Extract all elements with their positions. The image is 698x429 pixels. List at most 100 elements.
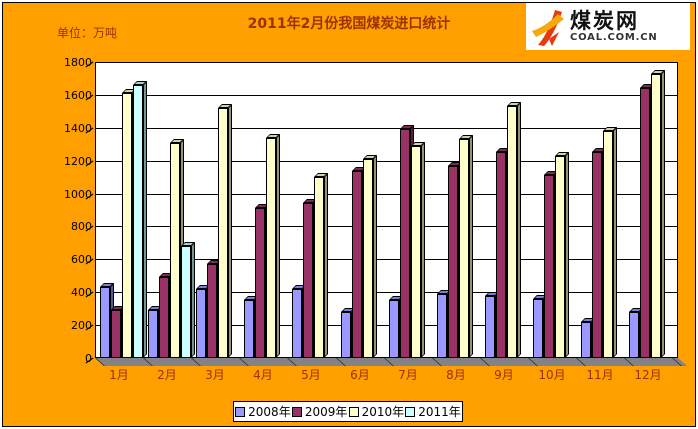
bar-side-face	[517, 102, 521, 358]
y-tick-label: 1000	[64, 188, 92, 201]
page-title: 2011年2月份我国煤炭进口统计	[247, 16, 451, 32]
bar-2008年-1月	[100, 287, 110, 358]
bar-2008年-9月	[485, 296, 495, 358]
y-tick-label: 1600	[64, 89, 92, 102]
gridline-600	[96, 259, 677, 260]
bar-2010年-5月	[314, 177, 324, 358]
legend-swatch	[405, 406, 416, 417]
bar-2010年-11月	[603, 131, 613, 358]
bar-2008年-7月	[389, 300, 399, 358]
bar-2008年-11月	[581, 322, 591, 358]
gridline-1000	[96, 194, 677, 195]
legend-item-2009年: 2009年	[291, 404, 348, 419]
x-axis-label-9月: 9月	[494, 368, 514, 382]
bar-2008年-3月	[196, 289, 206, 358]
bar-side-face	[191, 242, 195, 358]
gridline-1200	[96, 161, 677, 162]
legend-label: 2010年	[361, 404, 405, 419]
bar-side-face	[143, 81, 147, 358]
legend-label: 2011年	[418, 404, 461, 419]
x-axis-label-3月: 3月	[205, 368, 225, 382]
bar-2008年-5月	[292, 289, 302, 358]
bar-2008年-2月	[148, 310, 158, 358]
bar-side-face	[469, 135, 473, 358]
gridline-400	[96, 292, 677, 293]
bar-2011年-2月	[181, 246, 191, 358]
legend-item-2011年: 2011年	[405, 406, 461, 418]
chart-legend: 2008年 2009年 2010年 2011年	[233, 401, 463, 422]
bar-2009年-2月	[159, 277, 169, 358]
x-axis-label-7月: 7月	[398, 368, 418, 382]
x-axis-label-1月: 1月	[109, 368, 129, 382]
y-tick-label: 1400	[64, 122, 92, 135]
bar-side-face	[228, 104, 232, 358]
bar-2009年-12月	[640, 88, 650, 358]
bar-side-face	[324, 173, 328, 358]
bar-2010年-10月	[555, 156, 565, 358]
bar-side-face	[373, 155, 377, 358]
chart-floor	[95, 358, 687, 366]
gridline-800	[96, 226, 677, 227]
bar-2009年-11月	[592, 152, 602, 358]
bar-2008年-10月	[533, 299, 543, 358]
bar-2009年-5月	[303, 203, 313, 358]
bar-side-face	[421, 142, 425, 358]
logo-text: 煤炭网 COAL.COM.CN	[570, 10, 658, 43]
y-tick-label: 0	[85, 352, 92, 365]
legend-item-2010年: 2010年	[348, 404, 405, 419]
bar-side-face	[613, 127, 617, 358]
bar-2009年-6月	[352, 171, 362, 358]
y-tick-label: 600	[71, 253, 92, 266]
y-tick-label: 200	[71, 319, 92, 332]
bar-2008年-8月	[437, 294, 447, 358]
legend-label: 2009年	[304, 404, 348, 419]
bar-2010年-9月	[507, 106, 517, 358]
bar-side-face	[276, 134, 280, 358]
bar-2010年-7月	[411, 146, 421, 358]
bar-2009年-7月	[400, 129, 410, 358]
x-axis-label-5月: 5月	[301, 368, 321, 382]
bar-side-face	[565, 152, 569, 358]
bar-2008年-6月	[341, 312, 351, 358]
bar-2010年-2月	[170, 143, 180, 358]
bar-side-face	[661, 70, 665, 358]
logo-domain: COAL.COM.CN	[570, 32, 658, 44]
legend-item-2008年: 2008年	[235, 406, 291, 418]
bar-2009年-4月	[255, 208, 265, 358]
bar-2010年-1月	[122, 93, 132, 358]
bar-2011年-1月	[133, 85, 143, 358]
bar-2009年-9月	[496, 152, 506, 358]
x-axis-label-11月: 11月	[586, 368, 614, 382]
bar-2008年-4月	[244, 300, 254, 358]
legend-swatch	[291, 406, 302, 417]
y-tick-label: 1800	[64, 56, 92, 69]
bar-2009年-8月	[448, 166, 458, 358]
unit-label: 单位：万吨	[57, 26, 118, 40]
x-axis-label-10月: 10月	[538, 368, 566, 382]
bar-2010年-3月	[218, 108, 228, 358]
bar-2010年-8月	[459, 139, 469, 358]
legend-swatch	[235, 406, 246, 417]
gridline-1600	[96, 95, 677, 96]
legend-swatch	[348, 406, 359, 417]
x-axis-label-8月: 8月	[446, 368, 466, 382]
bar-2010年-12月	[651, 74, 661, 358]
gridline-200	[96, 325, 677, 326]
bar-2009年-1月	[111, 310, 121, 358]
bar-2010年-4月	[266, 138, 276, 358]
x-axis-label-2月: 2月	[157, 368, 177, 382]
bar-2010年-6月	[363, 159, 373, 358]
coal-logo-icon	[532, 9, 564, 46]
bar-2009年-10月	[544, 175, 554, 358]
y-tick-label: 1200	[64, 155, 92, 168]
logo-name: 煤炭网	[570, 8, 639, 33]
bar-2009年-3月	[207, 264, 217, 358]
x-axis-label-4月: 4月	[253, 368, 273, 382]
x-axis-label-6月: 6月	[350, 368, 370, 382]
bar-2008年-12月	[629, 312, 639, 358]
legend-label: 2008年	[248, 404, 291, 419]
y-tick-label: 800	[71, 220, 92, 233]
x-axis-label-12月: 12月	[634, 368, 662, 382]
